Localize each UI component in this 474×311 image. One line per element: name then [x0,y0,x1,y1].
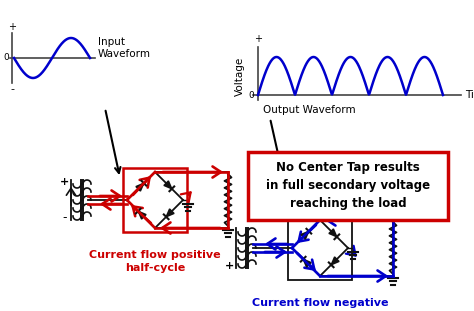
Polygon shape [138,211,146,219]
Text: +: + [254,34,262,44]
Text: No Center Tap results
in full secondary voltage
reaching the load: No Center Tap results in full secondary … [266,161,430,211]
Text: -: - [228,224,232,236]
Bar [123,168,187,232]
Text: Current flow negative
half-cycle: Current flow negative half-cycle [252,298,388,311]
Text: +: + [8,22,16,32]
Text: 0: 0 [248,91,254,100]
Polygon shape [164,181,172,189]
Polygon shape [329,229,337,237]
Text: Output Waveform: Output Waveform [263,105,356,115]
Bar [288,216,352,280]
Polygon shape [331,257,339,265]
Text: +: + [60,177,70,187]
Polygon shape [301,231,309,239]
Text: 0: 0 [3,53,9,63]
Text: Voltage: Voltage [235,56,245,95]
Text: Input
Waveform: Input Waveform [98,37,151,59]
Polygon shape [303,259,311,267]
Text: -: - [63,211,67,225]
Polygon shape [136,183,144,191]
Polygon shape [166,209,174,217]
Text: Current flow positive
half-cycle: Current flow positive half-cycle [89,250,221,273]
FancyBboxPatch shape [248,152,448,220]
Text: Time: Time [465,90,474,100]
Text: -: - [10,84,14,94]
Text: +: + [225,261,235,271]
